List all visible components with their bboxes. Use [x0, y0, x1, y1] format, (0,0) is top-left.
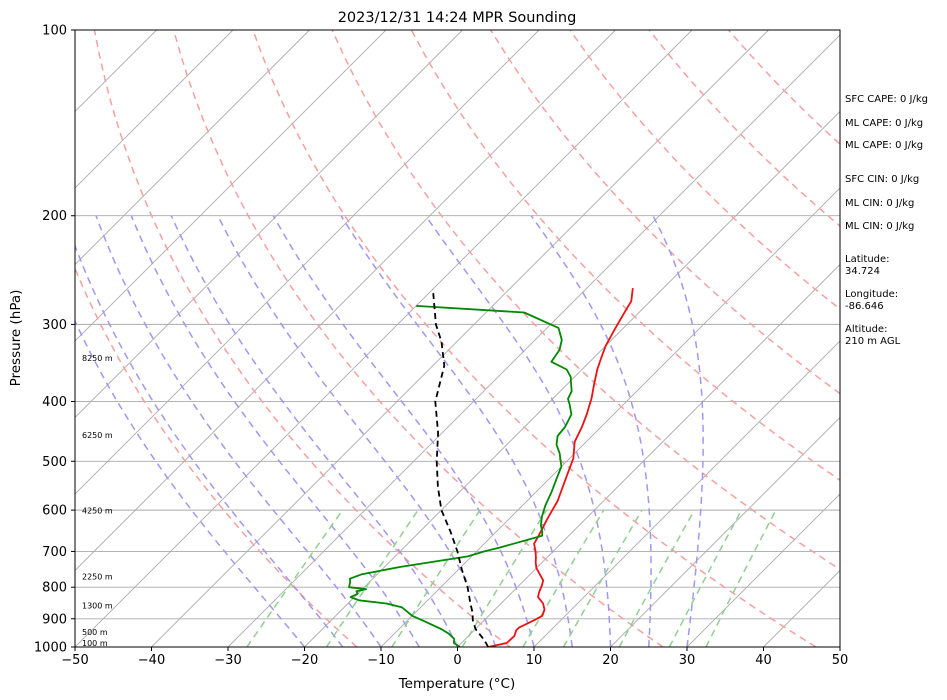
- x-axis-label: Temperature (°C): [398, 676, 516, 692]
- y-tick-label: 200: [42, 209, 67, 224]
- x-tick-label: 30: [679, 653, 696, 668]
- x-tick-label: 40: [755, 653, 772, 668]
- moist-adiabat-line: [170, 215, 459, 647]
- moist-adiabat-line: [75, 243, 344, 647]
- parcel-path: [432, 289, 489, 647]
- mixing-ratio-line: [618, 509, 696, 647]
- height-label: 500 m: [82, 628, 108, 637]
- isotherm-line: [610, 416, 840, 647]
- y-tick-label: 800: [42, 581, 67, 596]
- isotherm-line: [457, 263, 840, 647]
- y-tick-label: 600: [42, 504, 67, 519]
- isotherm-line: [75, 30, 387, 342]
- isotherm-line: [75, 30, 234, 189]
- x-tick-label: 0: [453, 653, 461, 668]
- longitude-value: -86.646: [845, 301, 884, 312]
- height-label: 100 m: [82, 639, 108, 648]
- ml-cape-text: ML CAPE: 0 J/kg: [845, 118, 923, 129]
- y-tick-label: 100: [42, 24, 67, 39]
- temperature-profile: [487, 287, 634, 647]
- isotherm-line: [304, 110, 840, 647]
- moist-adiabat-line: [75, 319, 306, 647]
- dry-adiabat-line: [252, 30, 817, 647]
- moist-adiabat-line: [130, 215, 420, 647]
- x-tick-label: −40: [138, 653, 165, 668]
- chart-title: 2023/12/31 14:24 MPR Sounding: [338, 10, 577, 26]
- sfc-cape-text: SFC CAPE: 0 J/kg: [845, 94, 928, 105]
- mixing-ratio-line: [246, 509, 344, 647]
- x-tick-label: 10: [526, 653, 543, 668]
- y-tick-label: 1000: [34, 641, 67, 656]
- ml-cin-text: ML CIN: 0 J/kg: [845, 198, 914, 209]
- x-tick-label: 20: [602, 653, 619, 668]
- y-tick-label: 500: [42, 455, 67, 470]
- isotherm-line: [75, 30, 693, 647]
- latitude-label: Latitude:: [845, 254, 890, 265]
- altitude-label: Altitude:: [845, 324, 887, 335]
- height-label: 8250 m: [82, 354, 113, 363]
- dry-adiabat-line: [410, 30, 840, 482]
- moist-adiabat-line: [95, 215, 382, 647]
- isotherm-line: [75, 30, 310, 266]
- height-label: 1300 m: [82, 602, 113, 611]
- sfc-cin-text: SFC CIN: 0 J/kg: [845, 174, 919, 185]
- x-tick-label: −10: [367, 653, 394, 668]
- height-label: 2250 m: [82, 572, 113, 581]
- dry-adiabat-line: [75, 266, 358, 647]
- ml-cin-text-2: ML CIN: 0 J/kg: [845, 221, 914, 232]
- isotherm-line: [227, 34, 840, 647]
- isotherm-line: [75, 30, 540, 495]
- moist-adiabat-line: [217, 215, 497, 647]
- y-tick-label: 700: [42, 545, 67, 560]
- moist-adiabat-line: [425, 215, 612, 647]
- height-label: 4250 m: [82, 507, 113, 516]
- dewpoint-profile: [348, 305, 573, 647]
- y-tick-label: 900: [42, 612, 67, 627]
- ml-cape-text-2: ML CAPE: 0 J/kg: [845, 140, 923, 151]
- dry-adiabat-line: [489, 30, 840, 395]
- x-tick-label: 50: [832, 653, 849, 668]
- latitude-value: 34.724: [845, 266, 880, 277]
- mixing-ratio-line: [705, 509, 777, 647]
- x-tick-label: −50: [61, 653, 88, 668]
- isotherm-line: [75, 30, 616, 572]
- dry-adiabat-line: [93, 30, 511, 647]
- moist-adiabat-line: [652, 215, 704, 647]
- y-tick-label: 300: [42, 318, 67, 333]
- longitude-label: Longitude:: [845, 289, 898, 300]
- sounding-parameters: SFC CAPE: 0 J/kg ML CAPE: 0 J/kg ML CAPE…: [845, 94, 928, 347]
- mixing-ratio-line: [668, 509, 743, 647]
- moist-adiabat-line: [530, 215, 652, 647]
- altitude-value: 210 m AGL: [845, 336, 901, 347]
- dry-adiabat-line: [569, 30, 840, 310]
- height-label: 6250 m: [82, 431, 113, 440]
- plot-frame: [74, 29, 841, 648]
- x-tick-label: −30: [214, 653, 241, 668]
- mixing-ratio-line: [522, 509, 605, 647]
- moist-adiabat-line: [340, 215, 574, 647]
- y-axis-label: Pressure (hPa): [8, 290, 24, 387]
- dry-adiabat-line: [172, 30, 664, 647]
- isotherm-line: [686, 493, 840, 647]
- x-tick-label: −20: [291, 653, 318, 668]
- isotherm-line: [151, 30, 769, 647]
- mixing-ratio-line: [562, 509, 643, 647]
- y-tick-label: 400: [42, 395, 67, 410]
- isotherm-line: [75, 30, 463, 419]
- isotherm-line: [380, 187, 840, 647]
- isotherm-line: [533, 340, 840, 647]
- moist-adiabat-line: [272, 215, 535, 647]
